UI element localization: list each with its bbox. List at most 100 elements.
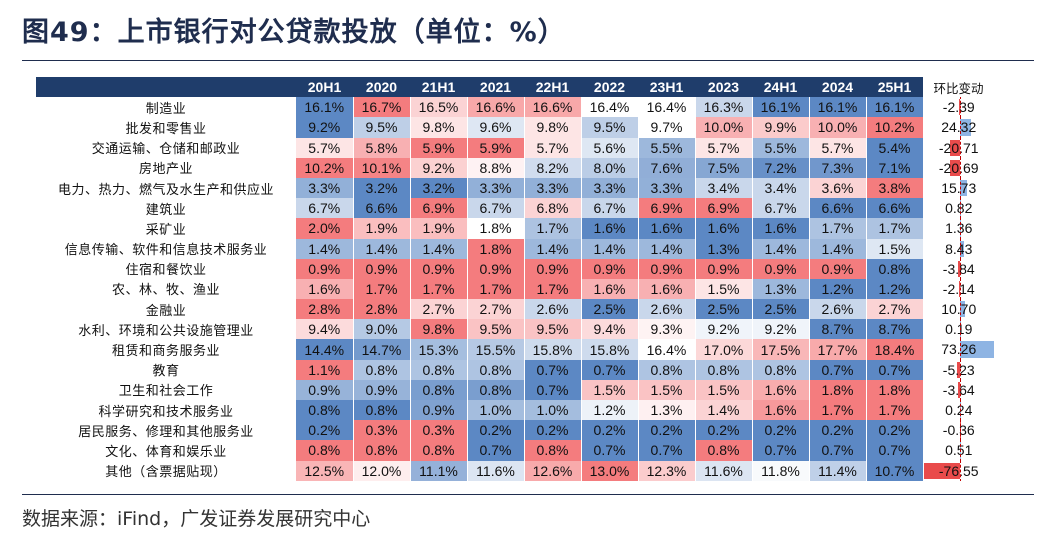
value-cell: 3.3% [296,177,354,199]
value-cell: 6.6% [866,198,924,219]
chart-title: 图49：上市银行对公贷款投放（单位：%） [22,17,566,48]
value-cell: 12.0% [353,460,411,481]
zero-axis-line [959,319,961,340]
value-cell: 0.8% [410,379,468,400]
column-header: 25H1 [866,77,923,98]
value-cell: 1.9% [410,218,468,239]
value-cell: 1.2% [809,278,867,300]
loan-table: 20H1 2020 21H1 2021 22H1 2022 23H1 2023 24H1 2024… [36,77,994,481]
change-value: 15.73 [941,179,977,196]
value-cell: 18.4% [866,339,924,360]
value-cell: 0.8% [524,440,582,461]
change-value: -5.23 [942,361,975,378]
row-label: 卫生和社会工作 [118,384,214,400]
change-bar [949,139,960,156]
value-cell: 16.1% [809,97,867,118]
value-cell: 1.0% [524,400,582,421]
value-cell: 3.3% [524,177,582,199]
value-cell: 17.7% [809,339,867,360]
value-cell: 1.3% [638,400,696,421]
value-cell: 0.8% [353,359,411,380]
value-cell: 17.0% [695,339,753,360]
row-label: 批发和零售业 [125,121,207,137]
column-header: 2024 [809,77,866,98]
value-cell: 0.9% [809,258,867,279]
value-cell: 1.6% [638,278,696,300]
value-cell: 0.7% [752,440,810,461]
value-cell: 1.5% [695,379,753,400]
value-cell: 0.7% [638,440,696,461]
table-row: 水利、环境和公共设施管理业 9.4% 9.0% 9.8% 9.5% 9.5% 9.4% 9.3… [36,319,994,340]
table-row: 文化、体育和娱乐业 0.8% 0.8% 0.8% 0.7% 0.8% 0.7% 0.7% 0.8… [36,440,994,461]
value-cell: 0.9% [695,258,753,279]
change-cell: 10.70 [923,299,994,320]
value-cell: 9.3% [638,319,696,340]
change-cell: 73.26 [923,339,994,360]
value-cell: 0.2% [809,420,867,441]
value-cell: 8.7% [809,319,867,340]
value-cell: 11.6% [695,460,753,481]
value-cell: 1.8% [866,379,924,400]
zero-axis-line [959,157,961,178]
value-cell: 5.7% [296,137,354,158]
change-cell: 1.36 [923,218,994,239]
value-cell: 9.2% [296,117,354,138]
value-cell: 1.3% [752,278,810,300]
value-cell: 0.8% [467,379,525,400]
value-cell: 1.6% [638,218,696,239]
value-cell: 3.4% [752,177,810,199]
value-cell: 1.2% [866,278,924,300]
value-cell: 16.1% [296,97,354,118]
value-cell: 16.1% [752,97,810,118]
change-bar [957,260,960,277]
value-cell: 0.9% [296,258,354,279]
change-value: -3.84 [942,260,975,277]
table-row: 信息传输、软件和信息技术服务业 1.4% 1.4% 1.4% 1.8% 1.4% 1.4% 1… [36,238,994,259]
value-cell: 3.2% [410,177,468,199]
value-cell: 1.4% [695,400,753,421]
value-cell: 16.4% [581,97,639,118]
change-value: -2.14 [942,280,975,297]
value-cell: 16.7% [353,97,411,118]
value-cell: 6.7% [581,198,639,219]
value-cell: 2.5% [752,299,810,320]
zero-axis-line [959,198,961,219]
value-cell: 0.8% [467,359,525,380]
value-cell: 1.4% [410,238,468,259]
value-cell: 16.1% [866,97,924,118]
value-cell: 16.4% [638,97,696,118]
row-label: 建筑业 [145,202,187,218]
zero-axis-line [959,460,961,481]
value-cell: 5.7% [524,137,582,158]
value-cell: 1.5% [866,238,924,259]
value-cell: 0.9% [581,258,639,279]
value-cell: 9.5% [353,117,411,138]
value-cell: 3.8% [866,177,924,199]
zero-axis-line [959,359,961,380]
value-cell: 1.7% [353,278,411,300]
value-cell: 0.7% [809,359,867,380]
change-cell: 0.51 [923,440,994,461]
value-cell: 6.9% [638,198,696,219]
value-cell: 6.7% [752,198,810,219]
change-cell: -3.84 [923,258,994,279]
table-row: 居民服务、修理和其他服务业 0.2% 0.3% 0.3% 0.2% 0.2% 0.2% 0.2… [36,420,994,441]
value-cell: 13.0% [581,460,639,481]
row-label: 信息传输、软件和信息技术服务业 [64,243,268,259]
value-cell: 2.5% [695,299,753,320]
table-row: 电力、热力、燃气及水生产和供应业 3.3% 3.2% 3.2% 3.3% 3.3% 3.3%… [36,177,994,199]
value-cell: 0.2% [752,420,810,441]
value-cell: 1.2% [581,400,639,421]
value-cell: 9.9% [752,117,810,138]
change-cell: -2.39 [923,97,994,118]
value-cell: 9.5% [467,319,525,340]
change-column-header: 环比变动 [923,77,994,98]
change-cell: 8.43 [923,238,994,259]
table-row: 租赁和商务服务业 14.4% 14.7% 15.3% 15.5% 15.8% 15.8% 16… [36,339,994,360]
value-cell: 0.2% [467,420,525,441]
value-cell: 0.9% [353,258,411,279]
value-cell: 0.9% [638,258,696,279]
change-value: 0.19 [945,321,973,338]
value-cell: 0.7% [581,359,639,380]
row-label: 房地产业 [138,162,193,178]
